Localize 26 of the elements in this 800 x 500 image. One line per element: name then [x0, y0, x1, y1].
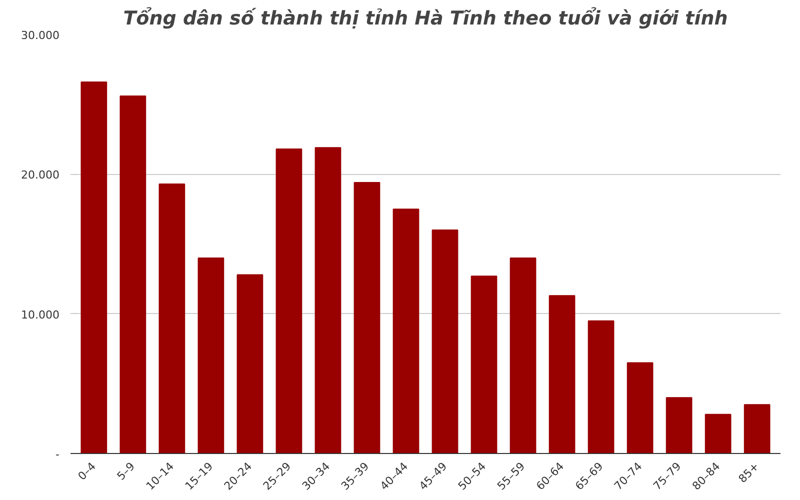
bar	[510, 257, 536, 454]
bar	[470, 276, 498, 454]
x-tick-label: 85+	[736, 460, 762, 486]
bar	[354, 182, 380, 454]
bar	[392, 208, 420, 454]
bar	[704, 414, 732, 454]
chart-title: Tổng dân số thành thị tỉnh Hà Tĩnh theo tuổi và giới tính	[123, 6, 728, 30]
bar	[120, 95, 146, 454]
bar	[588, 320, 614, 454]
bar	[432, 230, 458, 454]
bar	[158, 183, 186, 454]
bar	[626, 362, 654, 454]
bar	[236, 274, 264, 454]
y-tick-label: 10.000	[21, 308, 60, 322]
x-tick-label: 0–4	[76, 460, 99, 483]
x-tick-label: 5–9	[114, 460, 138, 483]
bar	[198, 257, 224, 454]
bar	[548, 295, 576, 454]
bar	[276, 148, 302, 454]
bar	[80, 81, 108, 454]
bar	[314, 147, 342, 454]
y-tick-label: 30.000	[21, 29, 60, 42]
y-tick-label: 20.000	[21, 168, 60, 182]
y-tick-label: -	[56, 448, 60, 461]
bar	[744, 404, 770, 454]
bar	[666, 397, 692, 454]
